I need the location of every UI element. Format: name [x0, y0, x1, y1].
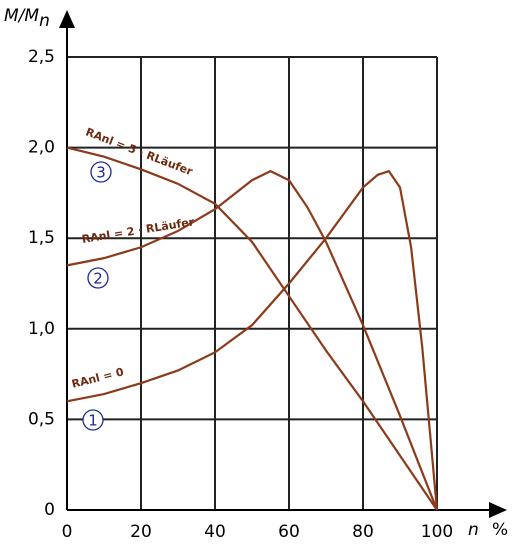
x-tick-label: 0: [62, 522, 73, 542]
curve-marker: 2: [93, 270, 103, 288]
y-label-sub: n: [39, 11, 50, 31]
x-tick-label: 20: [130, 522, 152, 542]
y-tick-label: 0: [44, 500, 55, 520]
x-tick-label: 60: [278, 522, 300, 542]
y-tick-label: 2,0: [28, 138, 55, 158]
y-tick-label: 0,5: [28, 409, 55, 429]
curve-marker-circle: [90, 161, 112, 183]
x-axis-label: n: [468, 520, 479, 540]
grid: [66, 56, 438, 511]
curve-marker: 3: [96, 164, 106, 182]
curve-marker: 1: [88, 412, 98, 430]
curve-label: RAnl = 0: [70, 365, 125, 391]
y-tick-label: 2,5: [28, 47, 55, 67]
y-axis-label: M/Mn: [4, 6, 50, 31]
x-axis-unit: %: [492, 520, 508, 540]
x-tick-label: 40: [204, 522, 226, 542]
x-tick-label: 100: [421, 522, 453, 542]
curve: [66, 146, 438, 511]
y-tick-label: 1,0: [28, 319, 55, 339]
y-label: M/M: [4, 6, 39, 26]
curve: [66, 169, 439, 511]
curve-label: RAnl = 2 · RLäufer: [81, 215, 196, 246]
y-tick-label: 1,5: [28, 228, 55, 248]
curve-marker-circle: [87, 267, 109, 289]
curve: [66, 169, 439, 511]
curve-marker-circle: [82, 409, 104, 431]
x-tick-label: 80: [352, 522, 374, 542]
